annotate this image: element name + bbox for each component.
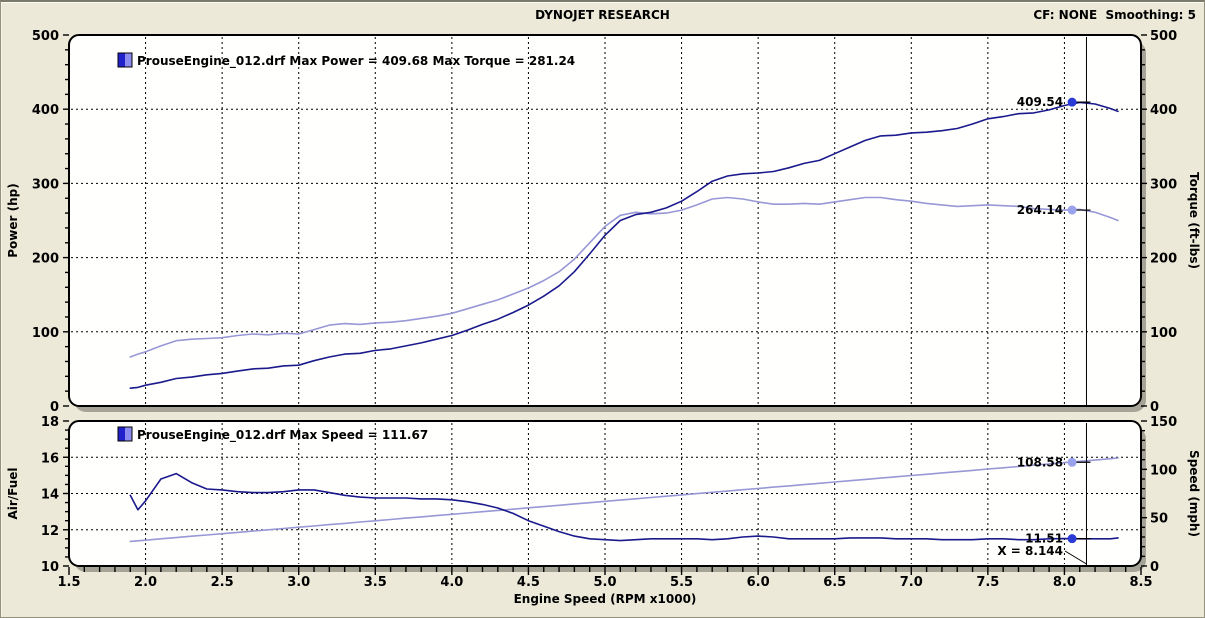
y-tick-label: 300 bbox=[1150, 177, 1177, 192]
cursor-x-label: X = 8.144 bbox=[997, 544, 1063, 558]
y-tick-label: 400 bbox=[1150, 103, 1177, 118]
x-tick-label: 5.5 bbox=[670, 575, 693, 590]
series-speed-line bbox=[129, 457, 1119, 543]
cursor-label-leader bbox=[1064, 550, 1087, 565]
value-label-torque: 264.14 bbox=[1017, 203, 1063, 217]
x-tick-label: 4.0 bbox=[440, 575, 463, 590]
y-tick-label: 18 bbox=[41, 415, 59, 430]
legend-swatch-border bbox=[117, 52, 133, 68]
legend-text: ProuseEngine_012.drf Max Speed = 111.67 bbox=[137, 428, 428, 443]
value-label-air-fuel: 11.51 bbox=[1025, 532, 1063, 546]
marker-torque bbox=[1067, 205, 1077, 215]
left-axis-title: Air/Fuel bbox=[6, 467, 20, 519]
x-tick-label: 6.0 bbox=[747, 575, 770, 590]
legend-swatch bbox=[118, 427, 125, 441]
legend-text: ProuseEngine_012.drf Max Power = 409.68 … bbox=[137, 54, 575, 69]
x-tick-label: 7.5 bbox=[976, 575, 999, 590]
x-tick-label: 1.5 bbox=[57, 575, 80, 590]
legend-swatch bbox=[125, 427, 132, 441]
legend-swatch-border bbox=[117, 426, 133, 442]
y-tick-label: 500 bbox=[1150, 29, 1177, 44]
y-tick-label: 0 bbox=[1150, 560, 1159, 575]
y-tick-label: 0 bbox=[50, 400, 59, 415]
x-tick-label: 5.0 bbox=[593, 575, 616, 590]
x-axis-title: Engine Speed (RPM x1000) bbox=[514, 592, 697, 606]
x-tick-label: 8.5 bbox=[1129, 575, 1152, 590]
y-tick-label: 300 bbox=[32, 177, 59, 192]
x-tick-label: 3.5 bbox=[364, 575, 387, 590]
marker-air-fuel bbox=[1067, 534, 1077, 544]
value-label-speed: 108.58 bbox=[1017, 455, 1063, 469]
x-tick-label: 7.0 bbox=[900, 575, 923, 590]
y-tick-label: 14 bbox=[41, 488, 59, 503]
legend-swatch bbox=[125, 53, 132, 67]
y-tick-label: 200 bbox=[32, 252, 59, 267]
x-tick-label: 8.0 bbox=[1053, 575, 1076, 590]
y-tick-label: 10 bbox=[41, 560, 59, 575]
y-tick-label: 100 bbox=[1150, 326, 1177, 341]
y-tick-label: 400 bbox=[32, 103, 59, 118]
right-axis-title: Torque (ft-lbs) bbox=[1187, 172, 1201, 269]
x-tick-label: 3.0 bbox=[287, 575, 310, 590]
left-axis-title: Power (hp) bbox=[6, 183, 20, 257]
value-label-power: 409.54 bbox=[1017, 95, 1063, 109]
x-tick-label: 2.5 bbox=[211, 575, 234, 590]
x-tick-label: 6.5 bbox=[823, 575, 846, 590]
y-tick-label: 12 bbox=[41, 524, 59, 539]
page-title: DYNOJET RESEARCH bbox=[535, 8, 670, 22]
y-tick-label: 16 bbox=[41, 451, 59, 466]
y-tick-label: 100 bbox=[1150, 463, 1177, 478]
y-tick-label: 200 bbox=[1150, 252, 1177, 267]
correction-smoothing-label: CF: NONE Smoothing: 5 bbox=[1033, 8, 1196, 22]
y-tick-label: 100 bbox=[32, 326, 59, 341]
x-tick-label: 2.0 bbox=[134, 575, 157, 590]
right-axis-title: Speed (mph) bbox=[1187, 450, 1201, 537]
marker-speed bbox=[1067, 457, 1077, 467]
series-air-fuel-line bbox=[129, 472, 1119, 542]
y-tick-label: 150 bbox=[1150, 415, 1177, 430]
legend-swatch bbox=[118, 53, 125, 67]
plot-area bbox=[68, 34, 1142, 407]
series-power-line bbox=[129, 101, 1119, 390]
header-bar: DYNOJET RESEARCH CF: NONE Smoothing: 5 bbox=[1, 2, 1204, 28]
series-torque-line bbox=[129, 196, 1119, 358]
y-tick-label: 50 bbox=[1150, 512, 1168, 527]
y-tick-label: 0 bbox=[1150, 400, 1159, 415]
x-tick-label: 4.5 bbox=[517, 575, 540, 590]
y-tick-label: 500 bbox=[32, 29, 59, 44]
marker-power bbox=[1067, 97, 1077, 107]
